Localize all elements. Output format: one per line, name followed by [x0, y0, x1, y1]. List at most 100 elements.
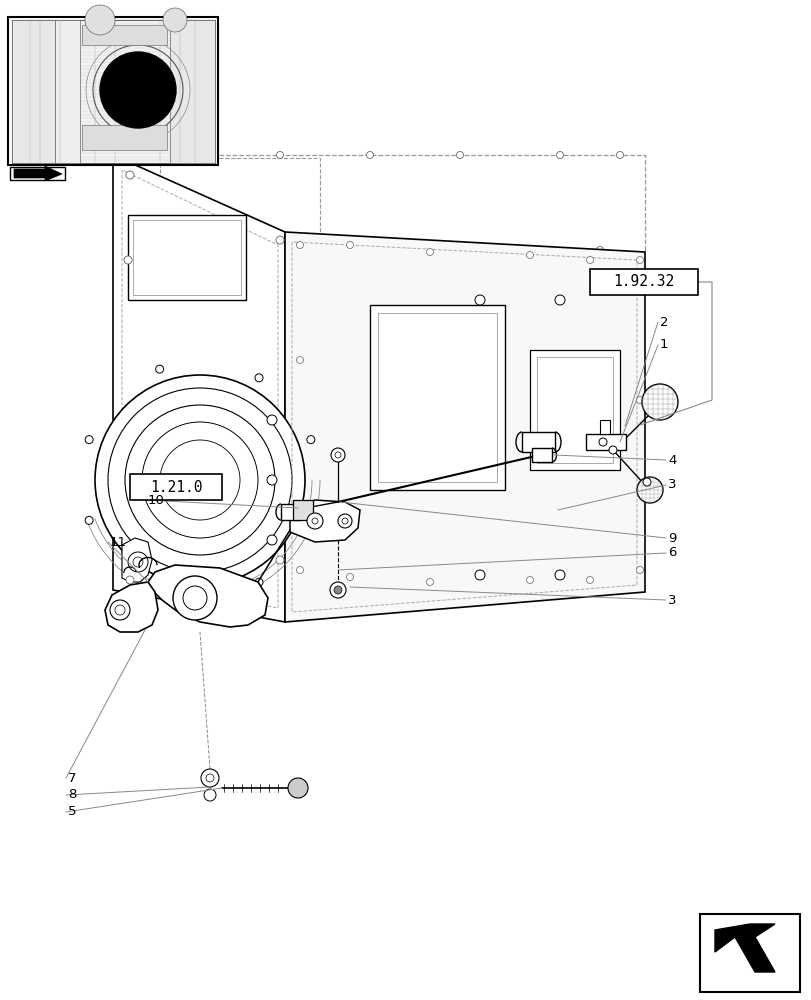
Circle shape: [85, 516, 93, 524]
Circle shape: [296, 246, 303, 253]
Circle shape: [173, 576, 217, 620]
Polygon shape: [105, 582, 158, 632]
Polygon shape: [55, 20, 80, 163]
Polygon shape: [113, 155, 644, 252]
Polygon shape: [293, 500, 312, 520]
Circle shape: [126, 576, 134, 584]
Circle shape: [255, 578, 263, 586]
Polygon shape: [12, 20, 55, 163]
Circle shape: [586, 576, 593, 584]
Circle shape: [636, 566, 642, 574]
Circle shape: [296, 566, 303, 574]
Polygon shape: [12, 20, 215, 163]
Circle shape: [307, 516, 315, 524]
Circle shape: [276, 556, 284, 564]
Text: 4: 4: [667, 454, 676, 466]
Text: 9: 9: [667, 532, 676, 544]
Circle shape: [636, 256, 642, 263]
Bar: [128, 215, 246, 300]
Text: 10: 10: [148, 493, 165, 506]
Circle shape: [296, 241, 303, 248]
Text: 1.92.32: 1.92.32: [612, 274, 674, 290]
Circle shape: [554, 295, 564, 305]
Circle shape: [636, 477, 663, 503]
Bar: [130, 474, 221, 500]
Circle shape: [206, 774, 214, 782]
Circle shape: [128, 552, 148, 572]
Bar: [699, 914, 799, 992]
Circle shape: [396, 246, 403, 253]
Text: 6: 6: [667, 546, 676, 560]
Text: 11: 11: [109, 536, 127, 548]
Circle shape: [331, 448, 345, 462]
Circle shape: [156, 587, 164, 595]
Circle shape: [333, 586, 341, 594]
Bar: [82, 25, 167, 45]
Circle shape: [255, 374, 263, 382]
Circle shape: [526, 251, 533, 258]
Polygon shape: [599, 420, 609, 434]
Circle shape: [506, 246, 513, 253]
Polygon shape: [160, 158, 320, 247]
Circle shape: [642, 478, 650, 486]
Circle shape: [366, 152, 373, 159]
Circle shape: [277, 152, 283, 159]
Bar: [536, 357, 612, 463]
Polygon shape: [169, 20, 215, 163]
Polygon shape: [290, 500, 359, 542]
Circle shape: [95, 375, 305, 585]
Circle shape: [201, 769, 219, 787]
Circle shape: [85, 5, 115, 35]
Circle shape: [586, 256, 593, 263]
Circle shape: [474, 570, 484, 580]
Text: 1: 1: [659, 338, 667, 352]
Text: 1.21.0: 1.21.0: [149, 480, 202, 494]
Circle shape: [85, 436, 93, 444]
Text: 3: 3: [667, 593, 676, 606]
Bar: [10, 19, 216, 163]
Circle shape: [307, 436, 315, 444]
Text: 3: 3: [667, 479, 676, 491]
Circle shape: [474, 295, 484, 305]
Circle shape: [526, 576, 533, 584]
Circle shape: [636, 396, 642, 403]
Polygon shape: [14, 166, 62, 181]
Bar: [378, 313, 496, 482]
Circle shape: [288, 778, 307, 798]
Circle shape: [426, 248, 433, 255]
Text: 5: 5: [68, 805, 76, 818]
Circle shape: [426, 578, 433, 585]
Circle shape: [156, 365, 164, 373]
Circle shape: [346, 574, 353, 580]
Circle shape: [267, 415, 277, 425]
Circle shape: [196, 246, 204, 253]
Polygon shape: [586, 434, 625, 450]
Circle shape: [329, 582, 345, 598]
Bar: [133, 220, 241, 295]
Bar: [8, 17, 217, 165]
Polygon shape: [10, 167, 65, 180]
Circle shape: [596, 246, 603, 253]
Polygon shape: [148, 565, 268, 627]
Circle shape: [296, 357, 303, 363]
Circle shape: [276, 236, 284, 244]
Circle shape: [267, 535, 277, 545]
Circle shape: [599, 438, 607, 446]
Circle shape: [608, 446, 616, 454]
Circle shape: [127, 152, 133, 159]
Bar: [370, 305, 504, 490]
Bar: [530, 350, 620, 470]
Polygon shape: [714, 924, 774, 972]
Circle shape: [196, 152, 204, 159]
Circle shape: [126, 171, 134, 179]
Text: 8: 8: [68, 788, 76, 801]
Bar: [82, 125, 167, 150]
Polygon shape: [113, 155, 285, 622]
Circle shape: [616, 152, 623, 159]
Polygon shape: [122, 538, 152, 582]
Circle shape: [556, 152, 563, 159]
Circle shape: [267, 475, 277, 485]
Circle shape: [204, 789, 216, 801]
Circle shape: [124, 256, 132, 264]
Circle shape: [346, 241, 353, 248]
